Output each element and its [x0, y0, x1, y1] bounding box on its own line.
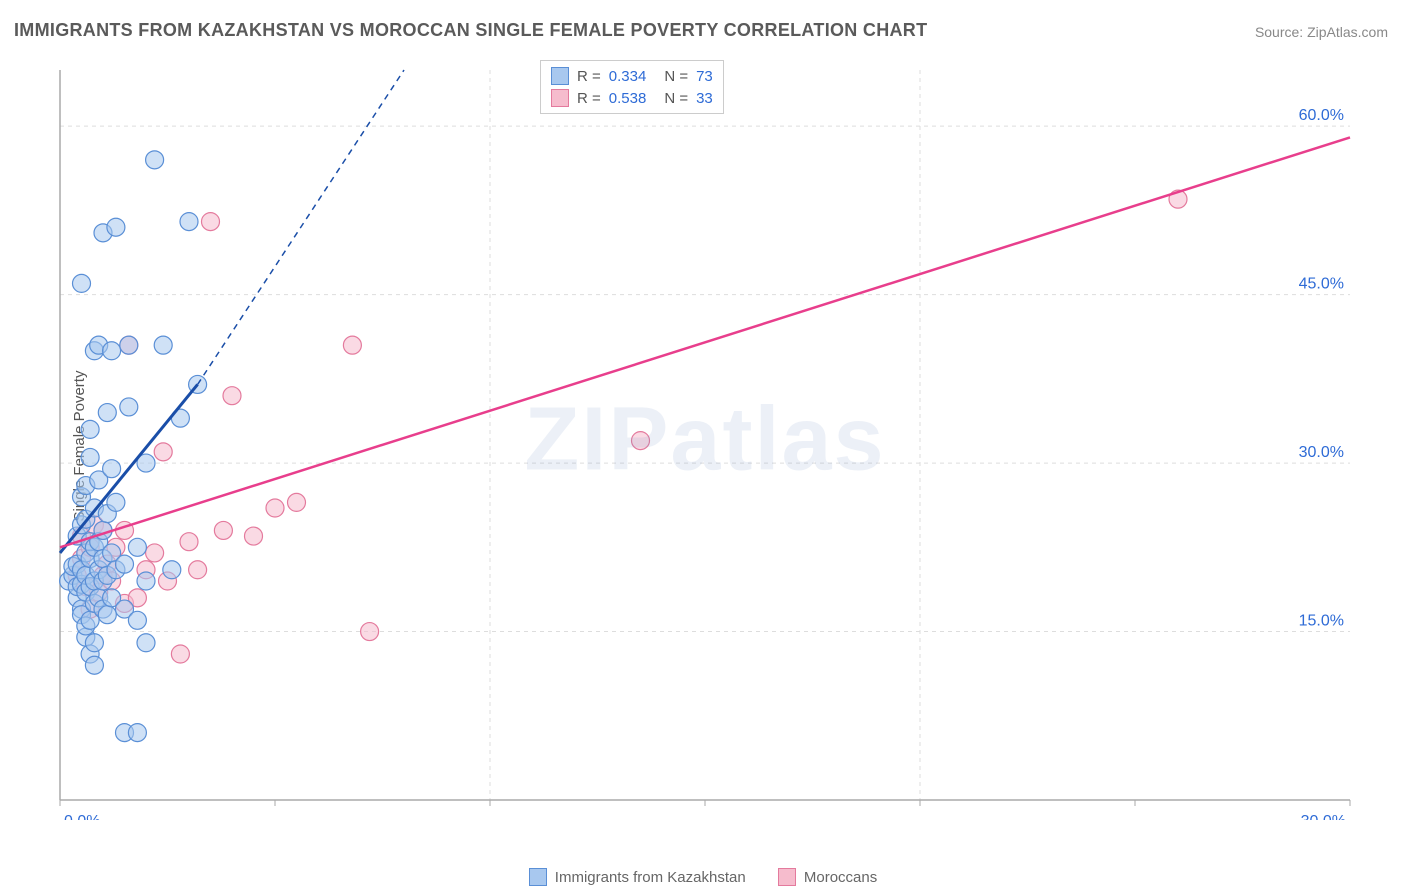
- stat-n-series2: 33: [696, 90, 713, 107]
- swatch-series1: [529, 868, 547, 886]
- legend-label-series2: Moroccans: [804, 869, 877, 886]
- chart-title: IMMIGRANTS FROM KAZAKHSTAN VS MOROCCAN S…: [14, 20, 927, 41]
- chart-container: IMMIGRANTS FROM KAZAKHSTAN VS MOROCCAN S…: [0, 0, 1406, 892]
- svg-text:30.0%: 30.0%: [1299, 444, 1344, 461]
- stat-label-n: N =: [664, 90, 688, 107]
- swatch-series2: [551, 89, 569, 107]
- x-legend: Immigrants from Kazakhstan Moroccans: [0, 868, 1406, 890]
- svg-text:60.0%: 60.0%: [1299, 107, 1344, 124]
- stat-label-r: R =: [577, 68, 601, 85]
- svg-text:30.0%: 30.0%: [1301, 813, 1346, 820]
- legend-item-series1: Immigrants from Kazakhstan: [529, 868, 746, 886]
- svg-text:0.0%: 0.0%: [64, 813, 100, 820]
- swatch-series2: [778, 868, 796, 886]
- stats-row-series1: R = 0.334 N = 73: [551, 65, 713, 87]
- stat-r-series2: 0.538: [609, 90, 647, 107]
- legend-item-series2: Moroccans: [778, 868, 877, 886]
- svg-text:15.0%: 15.0%: [1299, 613, 1344, 630]
- stat-r-series1: 0.334: [609, 68, 647, 85]
- source-label: Source: ZipAtlas.com: [1255, 24, 1388, 40]
- chart-area: 15.0%30.0%45.0%60.0%0.0%30.0% ZIPatlas: [50, 60, 1360, 820]
- stat-n-series1: 73: [696, 68, 713, 85]
- stats-row-series2: R = 0.538 N = 33: [551, 87, 713, 109]
- stat-label-r: R =: [577, 90, 601, 107]
- stat-label-n: N =: [664, 68, 688, 85]
- swatch-series1: [551, 67, 569, 85]
- legend-label-series1: Immigrants from Kazakhstan: [555, 869, 746, 886]
- svg-text:45.0%: 45.0%: [1299, 276, 1344, 293]
- stats-legend-box: R = 0.334 N = 73 R = 0.538 N = 33: [540, 60, 724, 114]
- chart-svg: 15.0% 30.0% 45.0% 60.0% 0.0% 30.0%: [50, 60, 1360, 820]
